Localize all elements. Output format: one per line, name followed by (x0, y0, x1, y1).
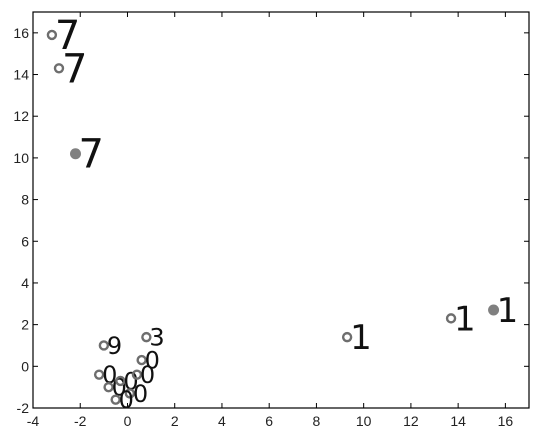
data-point: 1 (445, 299, 476, 339)
data-point: 0 (131, 361, 155, 389)
x-tick-label: 14 (450, 413, 466, 429)
point-marker (70, 148, 82, 160)
digit-label: 0 (102, 361, 117, 389)
point-marker (53, 63, 65, 74)
data-point: 1 (488, 291, 518, 331)
digit-label: 1 (454, 299, 476, 339)
data-point: 3 (141, 324, 165, 352)
digit-label: 7 (55, 13, 80, 59)
digit-label: 0 (123, 367, 138, 395)
point-marker (141, 331, 152, 343)
point-marker (103, 381, 114, 393)
point-marker (93, 369, 105, 380)
data-point: 7 (46, 13, 80, 59)
point-marker (341, 331, 353, 343)
x-tick-label: -2 (74, 413, 87, 429)
point-marker (110, 394, 121, 405)
data-point: 7 (70, 132, 104, 178)
point-marker (46, 29, 58, 41)
x-tick-label: 4 (218, 413, 226, 429)
data-point: 9 (98, 332, 122, 360)
point-marker (488, 304, 500, 316)
point-marker (115, 375, 126, 387)
plot-area (32, 11, 530, 409)
digit-label: 0 (140, 361, 155, 389)
x-tick-label: 6 (265, 413, 273, 429)
data-point: 1 (341, 318, 372, 358)
data-point: 0 (110, 386, 134, 414)
x-tick-label: 12 (403, 413, 419, 429)
digit-label: 1 (350, 318, 372, 358)
digit-label: 0 (145, 346, 160, 374)
y-tick-label: 16 (13, 25, 29, 41)
x-tick-label: 2 (171, 413, 179, 429)
digit-label: 7 (79, 132, 104, 178)
digit-label: 9 (107, 332, 122, 360)
data-point: 0 (115, 367, 139, 395)
point-marker (445, 313, 457, 324)
x-tick-label: -4 (27, 413, 40, 429)
x-tick-label: 8 (313, 413, 321, 429)
digit-label: 1 (497, 291, 519, 331)
x-tick-label: 10 (356, 413, 372, 429)
data-point: 0 (124, 380, 148, 408)
x-axis: -4 -2 0 2 4 6 8 10 12 14 16 (27, 12, 514, 429)
y-tick-label: 0 (21, 358, 29, 374)
point-marker (131, 369, 143, 380)
x-tick-label: 0 (124, 413, 132, 429)
digit-label: 3 (149, 324, 164, 352)
digit-label: 0 (133, 380, 148, 408)
y-tick-label: 4 (21, 275, 29, 291)
data-point: 0 (136, 346, 160, 374)
data-point: 0 (93, 361, 117, 389)
y-tick-label: 6 (21, 233, 29, 249)
point-marker (136, 354, 147, 366)
point-marker (98, 340, 110, 351)
y-tick-label: -2 (17, 400, 30, 416)
point-marker (124, 388, 136, 399)
digit-label: 7 (62, 46, 87, 92)
y-tick-label: 8 (21, 192, 29, 208)
digit-label: 0 (119, 386, 134, 414)
x-tick-label: 16 (498, 413, 514, 429)
y-tick-label: 12 (13, 108, 29, 124)
data-point: 7 (53, 46, 87, 92)
y-tick-label: 10 (13, 150, 29, 166)
y-tick-label: 2 (21, 317, 29, 333)
y-tick-label: 14 (13, 67, 29, 83)
